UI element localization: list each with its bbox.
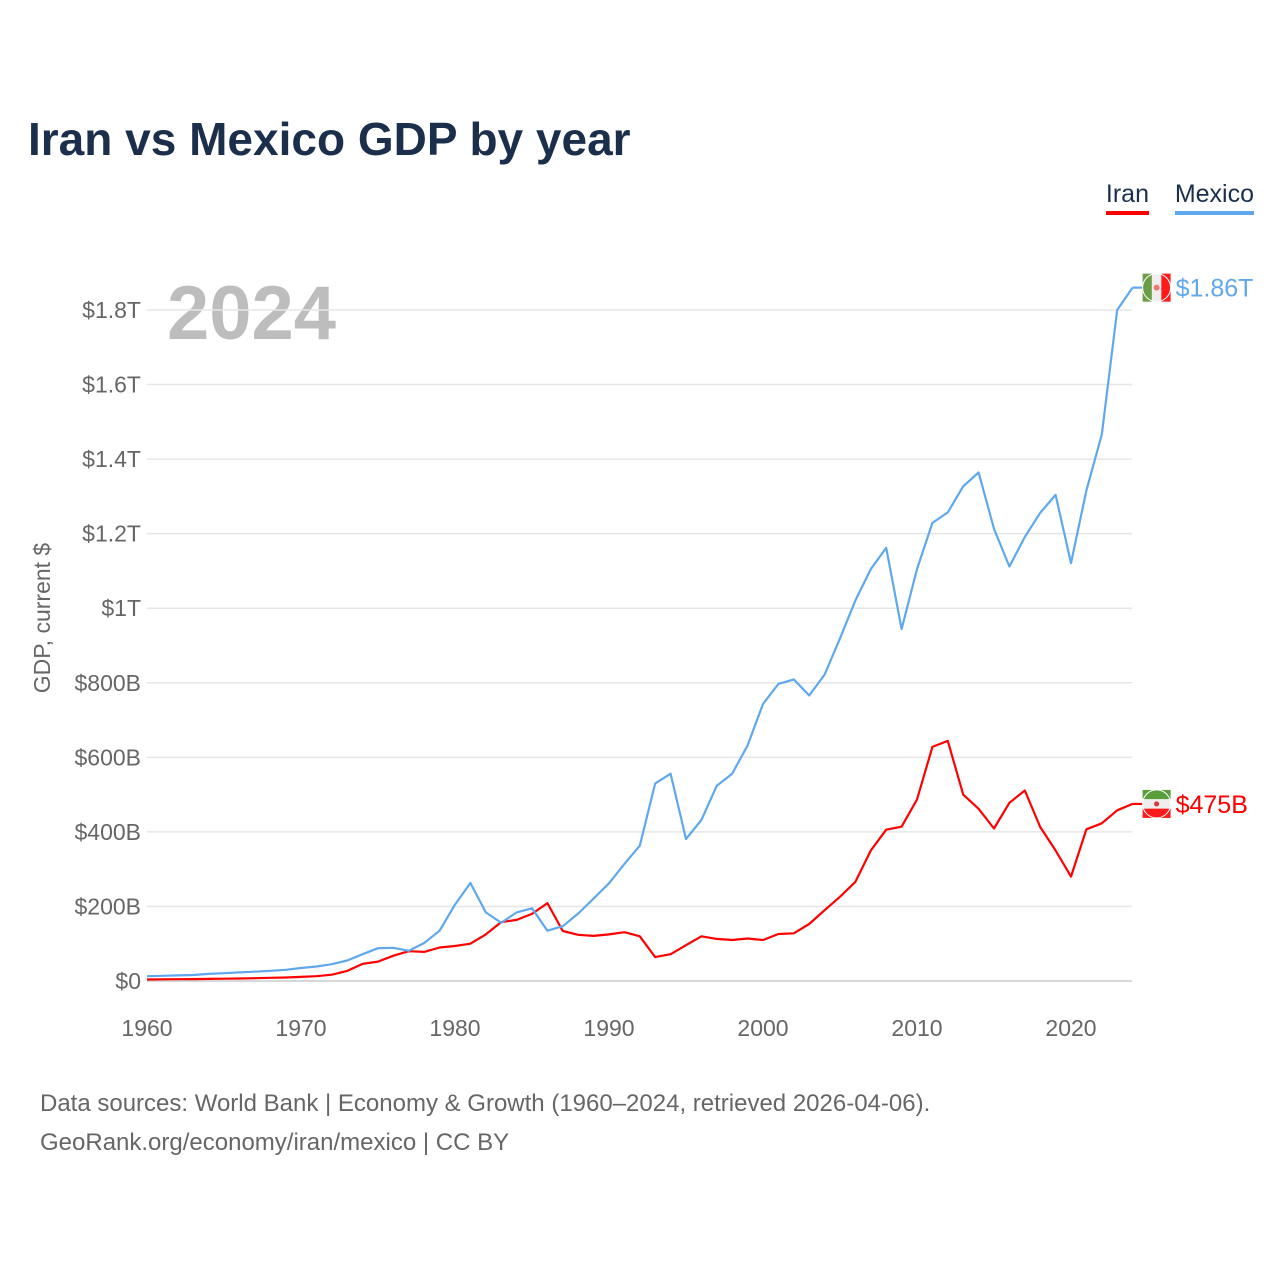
- series-line-mexico[interactable]: [146, 286, 1134, 978]
- end-value-label-iran: $475B: [1176, 791, 1248, 819]
- x-tick-label: 1960: [121, 1015, 172, 1041]
- x-tick-label: 2000: [737, 1015, 788, 1041]
- legend-iran[interactable]: Iran: [1105, 180, 1149, 215]
- x-tick-label: 1990: [583, 1015, 634, 1041]
- iran-flag-icon: [1142, 789, 1172, 819]
- x-tick-label: 1980: [429, 1015, 480, 1041]
- chart-title: Iran vs Mexico GDP by year: [28, 113, 631, 165]
- y-tick-label: $1T: [101, 595, 141, 621]
- y-axis-label: GDP, current $: [29, 543, 55, 694]
- y-tick-label: $1.2T: [82, 521, 141, 547]
- series-line-iran[interactable]: [146, 739, 1134, 981]
- y-tick-label: $800B: [74, 670, 141, 696]
- legend-mexico[interactable]: Mexico: [1174, 180, 1254, 215]
- source-line-2[interactable]: GeoRank.org/economy/iran/mexico | CC BY: [40, 1129, 510, 1156]
- y-tick-label: $200B: [74, 893, 141, 919]
- y-tick-label: $400B: [74, 819, 141, 845]
- x-tick-label: 2020: [1045, 1015, 1096, 1041]
- source-note: Data sources: World Bank | Economy & Gro…: [40, 1084, 930, 1162]
- x-tick-label: 2010: [891, 1015, 942, 1041]
- y-tick-label: $1.4T: [82, 446, 141, 472]
- x-tick-label: 1970: [275, 1015, 326, 1041]
- year-watermark: 2024: [167, 271, 336, 356]
- y-tick-label: $0: [115, 968, 141, 994]
- end-value-label-mexico: $1.86T: [1176, 275, 1254, 303]
- y-tick-label: $600B: [74, 744, 141, 770]
- source-line-1: Data sources: World Bank | Economy & Gro…: [40, 1090, 931, 1117]
- y-tick-label: $1.8T: [82, 297, 141, 323]
- y-tick-label: $1.6T: [82, 372, 141, 398]
- mexico-flag-icon: [1142, 273, 1172, 303]
